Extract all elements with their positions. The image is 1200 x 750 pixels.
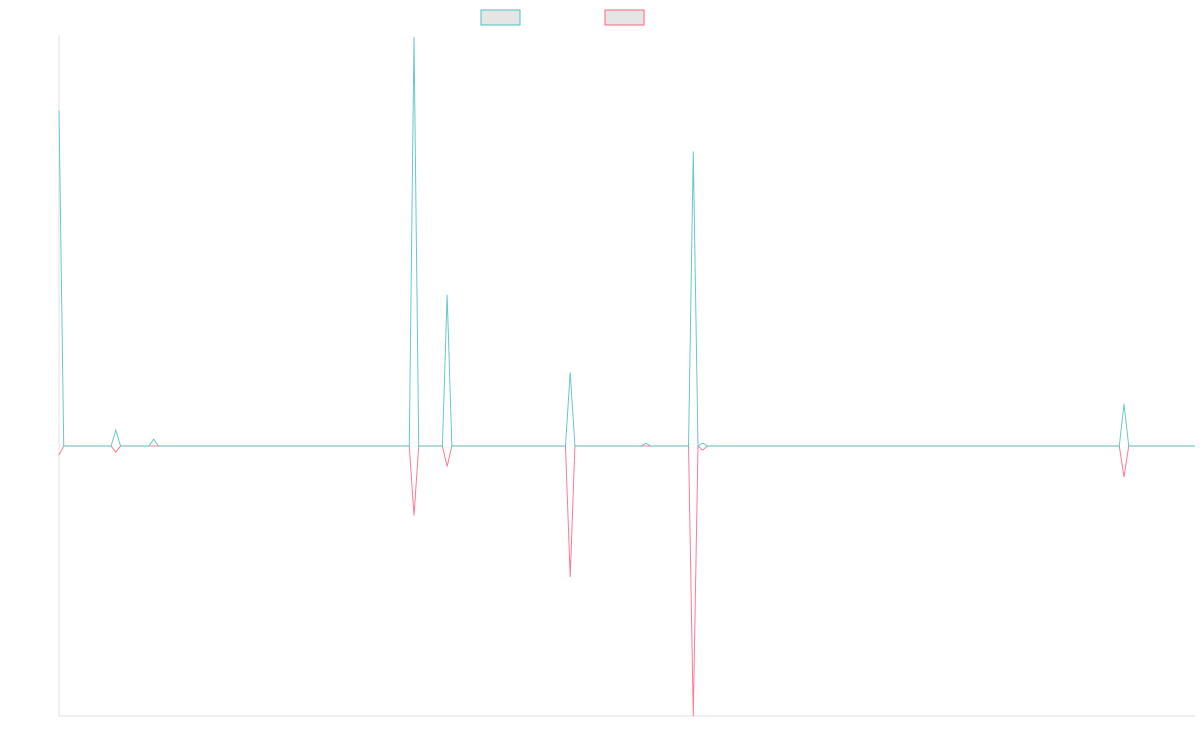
legend-swatch-2	[604, 9, 645, 26]
series-line-2	[58, 444, 1195, 717]
legend-swatch-1	[480, 9, 521, 26]
series-line-1	[58, 36, 1195, 447]
